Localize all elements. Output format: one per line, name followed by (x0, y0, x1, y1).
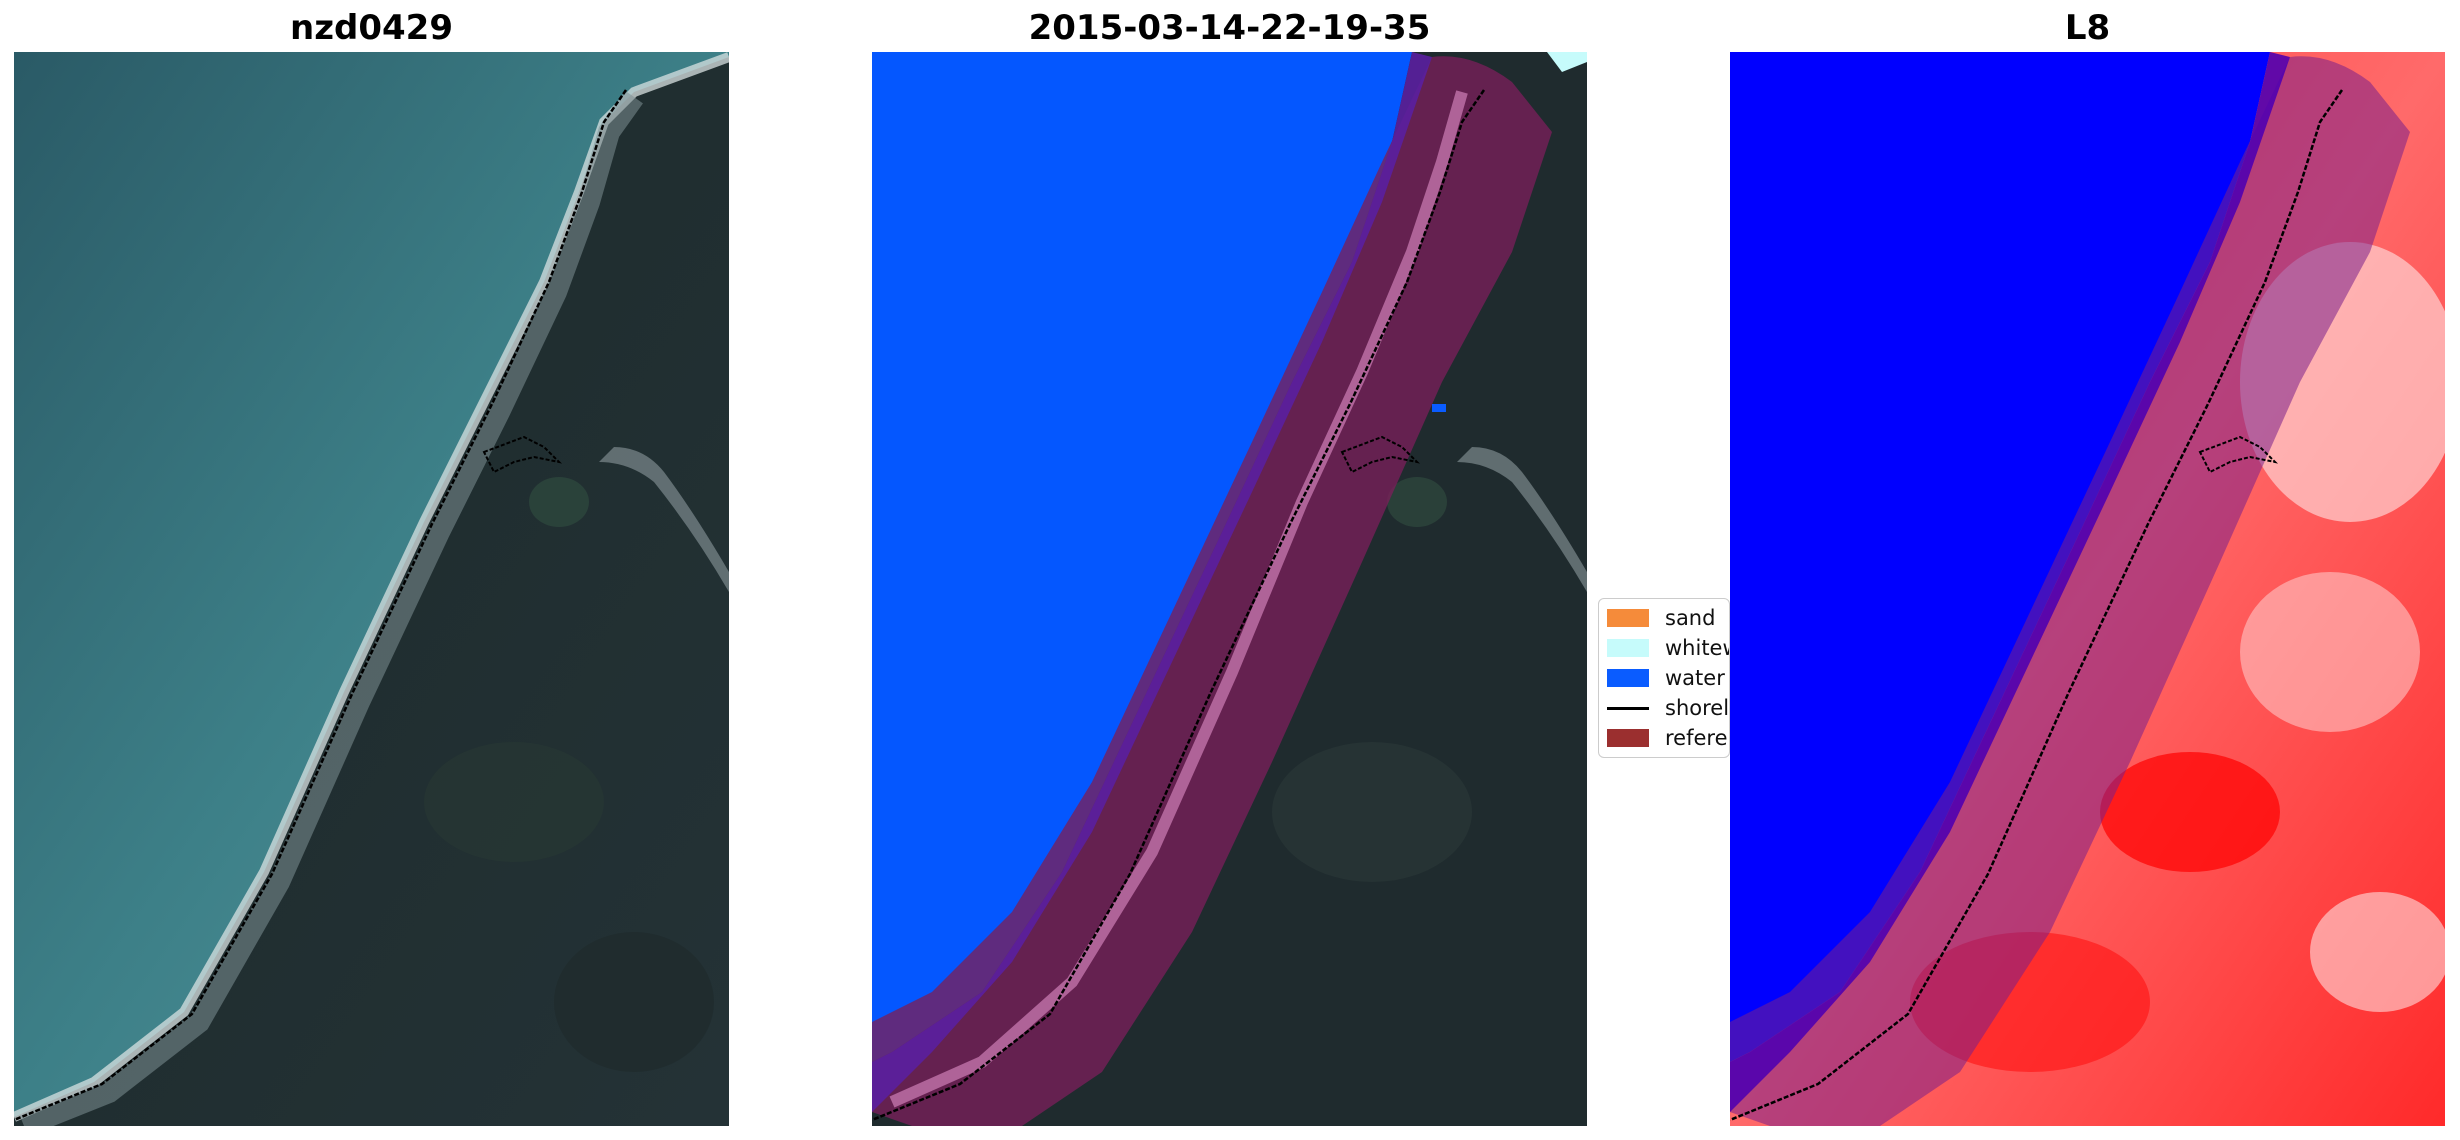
lagoon-outline (2198, 435, 2279, 474)
legend-item-sand: sand (1607, 603, 1715, 633)
legend-item-reference: referen (1607, 723, 1729, 753)
legend-label: referen (1665, 726, 1729, 750)
lagoon-outline (1340, 435, 1421, 474)
legend-line-shoreline (1607, 706, 1649, 710)
water-class-area (872, 52, 1412, 1062)
lagoon-outline (482, 435, 563, 474)
river-delta (599, 447, 729, 592)
rgb-image-panel (14, 52, 729, 1126)
legend-item-water: water (1607, 663, 1725, 693)
index-image-panel (1730, 52, 2445, 1126)
panel-title-classified: 2015-03-14-22-19-35 (1028, 8, 1431, 48)
legend-swatch-water (1607, 669, 1649, 687)
legend-label: shorel (1665, 696, 1730, 720)
legend-swatch-sand (1607, 609, 1649, 627)
beach-strip (19, 90, 643, 1126)
shoreline (1730, 89, 2344, 1122)
legend-label: sand (1665, 606, 1716, 630)
legend-label: water (1665, 666, 1725, 690)
legend-item-shoreline: shorel (1607, 693, 1729, 723)
classified-image-panel (872, 52, 1587, 1126)
panel-title-rgb: nzd0429 (290, 8, 453, 48)
panel-title-index: L8 (2064, 8, 2111, 48)
legend-swatch-whitewater (1607, 639, 1649, 657)
reference-buffer (1730, 56, 2410, 1126)
shoreline (872, 89, 1486, 1122)
legend-swatch-reference (1607, 729, 1649, 747)
sea-area (14, 52, 729, 1117)
water-index-area (1730, 52, 2270, 1062)
sand-class-strip (889, 90, 1468, 1108)
whitewater-patch (1547, 52, 1587, 72)
river-delta (1457, 447, 1587, 592)
shoreline (14, 89, 628, 1122)
